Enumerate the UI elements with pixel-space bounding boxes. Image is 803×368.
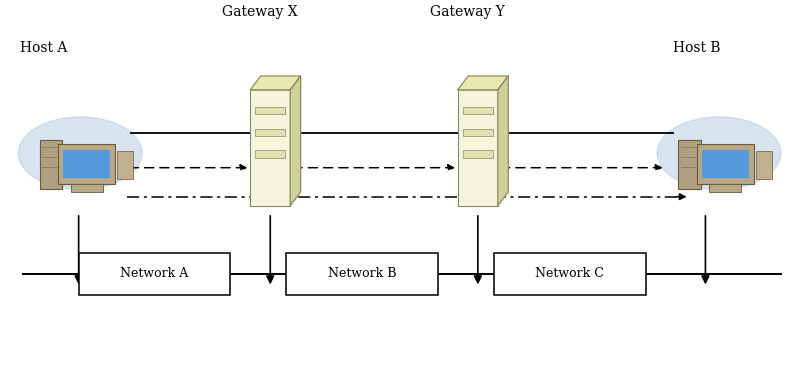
Text: Network B: Network B: [328, 267, 396, 280]
FancyBboxPatch shape: [462, 128, 492, 136]
Polygon shape: [497, 76, 507, 206]
Text: Gateway X: Gateway X: [222, 5, 298, 19]
FancyBboxPatch shape: [695, 144, 753, 184]
FancyBboxPatch shape: [755, 151, 771, 178]
FancyBboxPatch shape: [462, 107, 492, 114]
Polygon shape: [290, 76, 300, 206]
FancyBboxPatch shape: [255, 107, 285, 114]
FancyBboxPatch shape: [458, 90, 497, 206]
FancyBboxPatch shape: [493, 253, 645, 294]
Text: Network C: Network C: [535, 267, 603, 280]
FancyBboxPatch shape: [39, 139, 62, 188]
FancyBboxPatch shape: [462, 150, 492, 158]
Ellipse shape: [18, 117, 142, 190]
Text: Gateway Y: Gateway Y: [430, 5, 504, 19]
Polygon shape: [458, 76, 507, 90]
FancyBboxPatch shape: [701, 150, 748, 178]
FancyBboxPatch shape: [255, 150, 285, 158]
Text: Host A: Host A: [20, 41, 67, 55]
FancyBboxPatch shape: [79, 253, 230, 294]
FancyBboxPatch shape: [63, 150, 110, 178]
FancyBboxPatch shape: [678, 139, 699, 188]
FancyBboxPatch shape: [286, 253, 438, 294]
FancyBboxPatch shape: [250, 90, 290, 206]
Polygon shape: [250, 76, 300, 90]
FancyBboxPatch shape: [71, 184, 103, 192]
Text: Network A: Network A: [120, 267, 189, 280]
FancyBboxPatch shape: [58, 144, 115, 184]
FancyBboxPatch shape: [255, 128, 285, 136]
Text: Host B: Host B: [673, 41, 720, 55]
FancyBboxPatch shape: [708, 184, 740, 192]
FancyBboxPatch shape: [116, 151, 132, 178]
Ellipse shape: [656, 117, 780, 190]
